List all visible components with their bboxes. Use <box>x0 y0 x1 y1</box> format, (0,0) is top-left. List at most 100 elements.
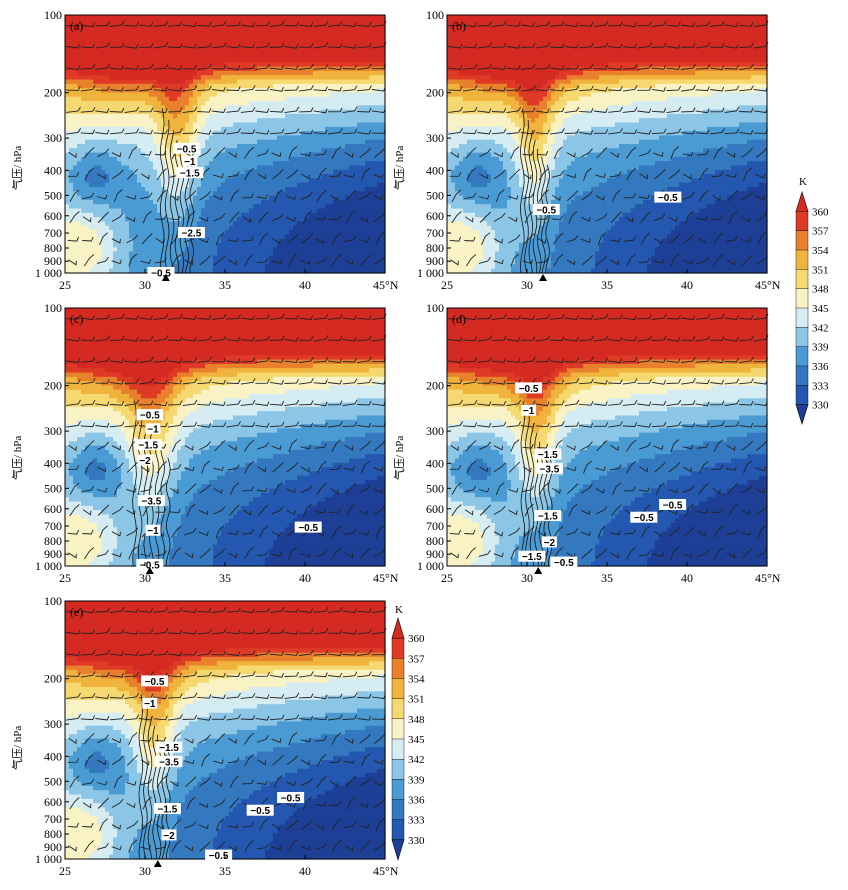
theta-cell <box>261 113 266 119</box>
theta-cell <box>117 79 122 85</box>
theta-cell <box>373 174 378 179</box>
theta-cell <box>329 178 334 184</box>
theta-cell <box>73 135 78 141</box>
theta-cell <box>377 217 382 222</box>
theta-cell <box>261 161 266 167</box>
theta-cell <box>293 255 298 261</box>
theta-cell <box>325 156 330 162</box>
theta-cell <box>153 199 158 205</box>
wind-barb <box>373 173 384 179</box>
theta-cell <box>125 113 130 119</box>
theta-cell <box>177 113 182 119</box>
theta-cell <box>153 122 158 128</box>
theta-cell <box>145 165 150 171</box>
theta-cell <box>157 144 162 149</box>
theta-cell <box>313 15 318 20</box>
theta-cell <box>369 96 374 102</box>
theta-cell <box>105 62 110 68</box>
theta-cell <box>165 199 170 205</box>
theta-cell <box>373 247 378 253</box>
theta-cell <box>265 161 270 167</box>
theta-cell <box>149 255 154 261</box>
theta-cell <box>289 199 294 205</box>
theta-cell <box>365 36 370 42</box>
theta-cell <box>241 27 246 33</box>
theta-cell <box>69 199 74 205</box>
theta-cell <box>81 92 86 98</box>
theta-cell <box>89 36 94 42</box>
wind-barb <box>331 146 342 159</box>
theta-cell <box>365 88 370 93</box>
theta-cell <box>193 88 198 93</box>
theta-cell <box>225 225 230 231</box>
theta-cell <box>89 242 94 248</box>
theta-cell <box>377 135 382 141</box>
theta-cell <box>93 79 98 85</box>
theta-cell <box>189 109 194 115</box>
theta-cell <box>73 40 78 46</box>
theta-cell <box>229 148 234 154</box>
theta-cell <box>285 92 290 98</box>
theta-cell <box>325 49 330 55</box>
theta-cell <box>273 92 278 98</box>
theta-cell <box>89 148 94 154</box>
theta-cell <box>289 174 294 179</box>
theta-cell <box>277 152 282 158</box>
theta-cell <box>201 212 206 218</box>
theta-cell <box>277 40 282 46</box>
theta-cell <box>261 75 266 81</box>
theta-cell <box>313 53 318 59</box>
theta-cell <box>261 238 266 244</box>
theta-cell <box>105 156 110 162</box>
theta-cell <box>269 40 274 46</box>
theta-cell <box>197 204 202 210</box>
theta-cell <box>137 148 142 154</box>
theta-cell <box>165 36 170 42</box>
theta-cell <box>133 204 138 210</box>
theta-cell <box>145 92 150 98</box>
theta-cell <box>125 23 130 29</box>
theta-cell <box>297 131 302 136</box>
theta-cell <box>217 32 222 38</box>
theta-cell <box>201 148 206 154</box>
theta-cell <box>105 122 110 128</box>
theta-cell <box>73 105 78 111</box>
theta-cell <box>117 169 122 175</box>
theta-cell <box>341 109 346 115</box>
theta-cell <box>109 208 114 214</box>
theta-cell <box>349 238 354 244</box>
theta-cell <box>97 169 102 175</box>
theta-cell <box>153 131 158 136</box>
theta-cell <box>157 36 162 42</box>
wind-barb <box>211 108 226 113</box>
theta-cell <box>289 191 294 197</box>
theta-cell <box>161 27 166 33</box>
theta-cell <box>165 148 170 154</box>
wind-barb <box>240 106 256 113</box>
theta-cell <box>297 178 302 184</box>
theta-cell <box>269 225 274 231</box>
theta-cell <box>261 260 266 265</box>
wind-barb <box>168 65 183 71</box>
theta-cell <box>365 83 370 89</box>
theta-cell <box>157 178 162 184</box>
theta-cell <box>269 113 274 119</box>
theta-cell <box>137 79 142 85</box>
theta-cell <box>265 75 270 81</box>
theta-cell <box>77 221 82 227</box>
theta-cell <box>125 204 130 210</box>
theta-cell <box>113 36 118 42</box>
theta-cell <box>345 156 350 162</box>
theta-cell <box>201 187 206 192</box>
theta-cell <box>373 15 378 20</box>
theta-cell <box>149 212 154 218</box>
theta-cell <box>85 49 90 55</box>
theta-cell <box>277 105 282 111</box>
wind-barb <box>240 64 256 70</box>
theta-cell <box>253 165 258 171</box>
theta-cell <box>225 182 230 188</box>
theta-cell <box>189 264 194 270</box>
theta-cell <box>149 40 154 46</box>
theta-cell <box>305 174 310 179</box>
theta-cell <box>297 23 302 29</box>
